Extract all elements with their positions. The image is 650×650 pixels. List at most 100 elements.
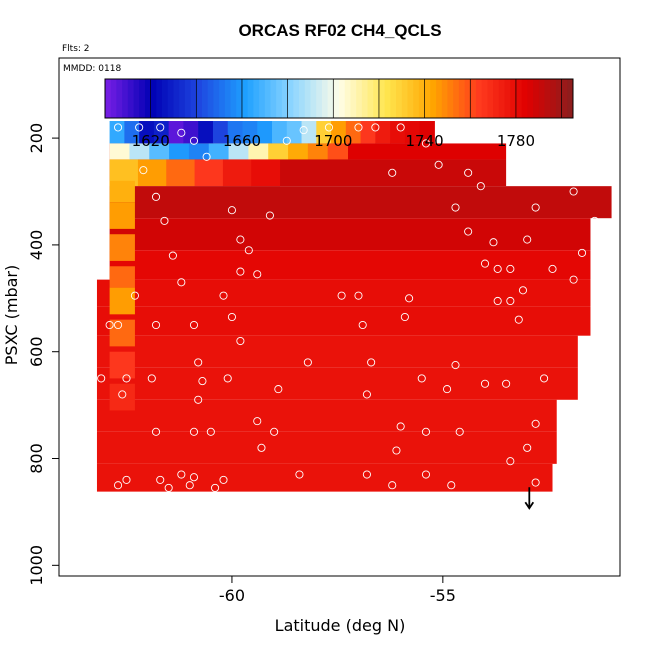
observation-point <box>202 152 211 161</box>
y-tick-label: 800 <box>27 443 46 474</box>
heatmap-cell <box>222 159 252 187</box>
heatmap-cell <box>257 121 273 144</box>
observation-point <box>236 267 245 276</box>
observation-point <box>493 296 502 306</box>
colorbar: 1620 1660 1700 1740 1780 <box>104 78 574 150</box>
observation-point <box>194 358 203 367</box>
colorbar-swatch <box>544 79 551 118</box>
colorbar-swatch <box>213 79 220 118</box>
colorbar-swatch <box>464 79 471 118</box>
colorbar-swatch <box>481 79 488 118</box>
heatmap-edge-cell <box>109 234 135 261</box>
observation-point <box>189 427 199 436</box>
observation-point <box>362 390 371 399</box>
observation-point <box>434 160 443 169</box>
observation-point <box>194 395 203 404</box>
colorbar-swatch <box>162 79 169 118</box>
heatmap-cell <box>168 121 184 144</box>
observation-point <box>388 168 397 177</box>
observation-point <box>400 312 409 322</box>
observation-point <box>493 264 502 273</box>
observation-point <box>274 385 283 394</box>
heatmap-cell <box>208 143 230 160</box>
colorbar-swatch <box>344 79 351 118</box>
colorbar-swatch <box>116 79 123 118</box>
colorbar-swatch <box>487 79 494 118</box>
observation-point <box>88 481 97 490</box>
heatmap-cell <box>248 143 269 160</box>
colorbar-swatch <box>207 79 214 118</box>
observation-point <box>227 206 236 215</box>
observation-point <box>299 126 308 135</box>
colorbar-swatch <box>241 79 249 118</box>
observation-point <box>464 168 473 177</box>
observation-point <box>531 478 540 487</box>
observation-point <box>303 358 312 367</box>
observation-point <box>168 251 177 260</box>
colorbar-swatch <box>538 79 545 118</box>
observation-point <box>480 379 490 388</box>
colorbar-swatch <box>144 79 152 118</box>
x-tick-label: -55 <box>430 586 456 605</box>
heatmap-cell <box>288 143 309 160</box>
observation-point <box>219 475 228 484</box>
heatmap-edge-cell <box>109 180 135 203</box>
colorbar-swatch <box>196 79 203 118</box>
observation-point <box>476 182 485 191</box>
colorbar-swatch <box>493 79 500 118</box>
colorbar-swatch <box>247 79 254 118</box>
heatmap-cell <box>345 121 362 144</box>
colorbar-swatch <box>418 79 426 118</box>
heatmap-edge-cell <box>109 287 135 315</box>
heatmap-cell <box>307 143 329 160</box>
observation-point <box>324 123 334 132</box>
colorbar-swatch <box>401 79 408 118</box>
observation-point <box>518 286 528 295</box>
colorbar-swatch <box>281 79 289 118</box>
colorbar-swatch <box>190 79 197 118</box>
y-tick-label: 200 <box>27 123 46 154</box>
colorbar-swatch <box>527 79 534 118</box>
observation-point <box>130 291 139 300</box>
heatmap-cell <box>188 143 210 160</box>
observation-point <box>151 192 161 201</box>
observation-point <box>502 379 511 388</box>
colorbar-swatch <box>515 79 523 118</box>
heatmap-cell <box>286 121 303 144</box>
observation-point <box>122 475 131 484</box>
observation-point <box>451 203 460 212</box>
heatmap-cell <box>268 143 289 160</box>
colorbar-swatch <box>327 79 334 118</box>
y-axis-title: PSXC (mbar) <box>2 265 21 365</box>
colorbar-swatch <box>259 79 266 118</box>
observation-point <box>531 419 540 428</box>
observation-point <box>388 481 397 490</box>
observation-point <box>97 374 106 383</box>
colorbar-swatch <box>430 79 437 118</box>
heatmap-cell <box>194 159 224 187</box>
heatmap-band <box>96 463 553 492</box>
observation-point <box>523 443 532 452</box>
colorbar-swatch <box>304 79 311 118</box>
heatmap-cell <box>109 143 130 160</box>
heatmap-edge-cell <box>109 383 135 411</box>
axes: -60 -55 200 400 600 800 1000 <box>27 123 456 605</box>
colorbar-swatch <box>521 79 528 118</box>
observation-point <box>114 320 123 330</box>
heatmap-cell <box>331 121 347 144</box>
heatmap-cell <box>228 143 249 160</box>
observation-point <box>464 227 473 236</box>
heatmap-cell <box>198 121 214 144</box>
observation-point <box>253 270 262 279</box>
colorbar-swatch <box>350 79 357 118</box>
arrow-head <box>524 501 535 510</box>
observation-point <box>514 315 523 324</box>
observation-point <box>523 235 532 244</box>
colorbar-tick-label: 1780 <box>497 132 535 150</box>
colorbar-swatch <box>110 79 117 118</box>
observation-point <box>540 374 549 383</box>
observation-point <box>358 320 367 330</box>
colorbar-swatch <box>230 79 237 118</box>
plot-frame <box>58 57 621 577</box>
colorbar-swatch <box>264 79 271 118</box>
